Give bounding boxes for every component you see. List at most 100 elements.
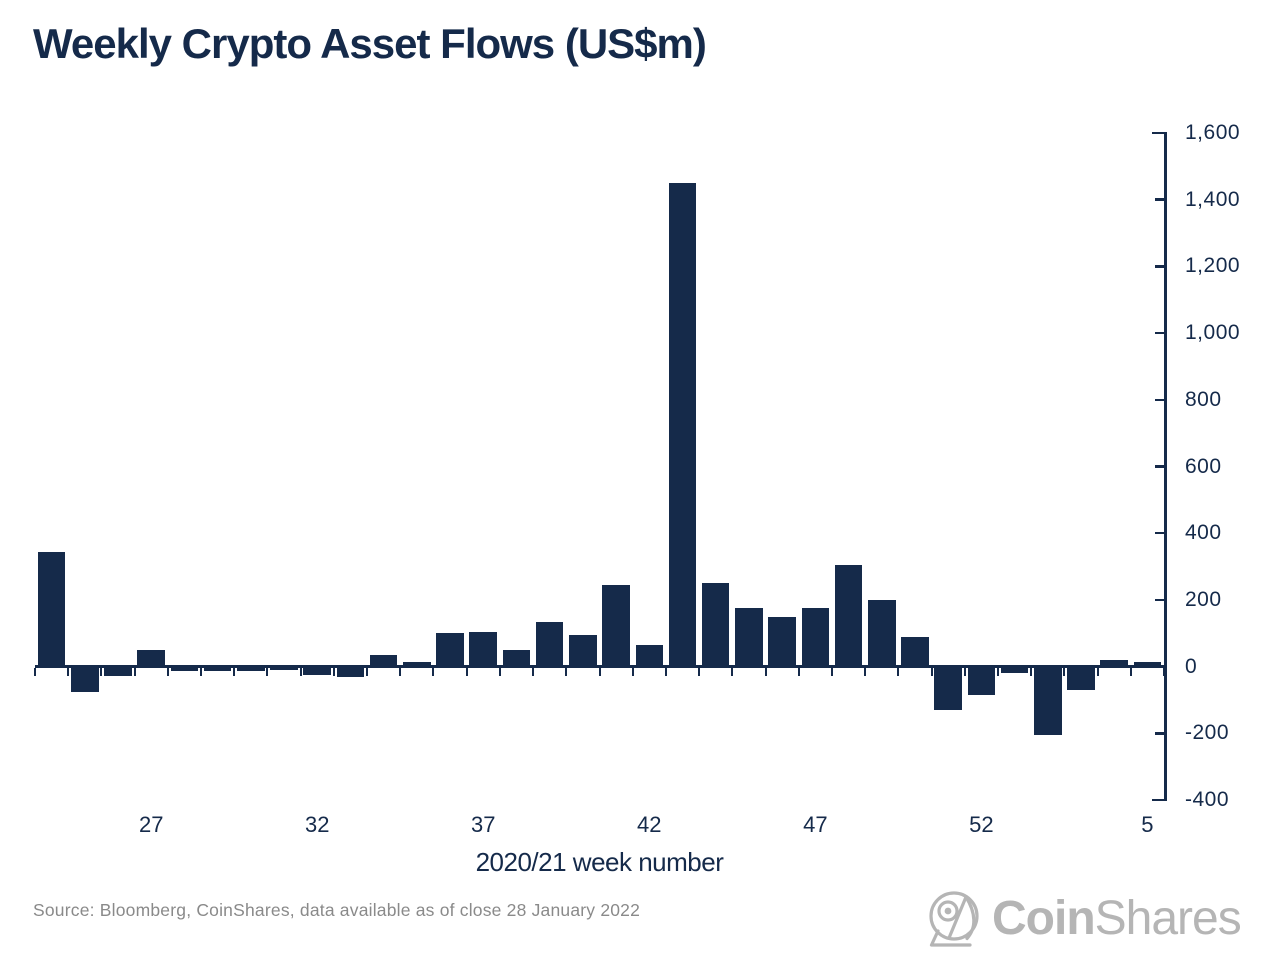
bar-week-25: [71, 666, 99, 692]
bar-week-27: [137, 649, 165, 667]
bar-week-44: [701, 583, 730, 667]
x-axis-tick: [133, 668, 136, 677]
x-axis-tick: [67, 668, 70, 677]
bar-week-32: [303, 666, 332, 675]
x-axis-label-week-5: 5: [1141, 812, 1154, 837]
y-axis-label: 0: [1185, 654, 1198, 678]
y-axis-label: 1,600: [1185, 121, 1241, 144]
y-axis-label: 600: [1185, 454, 1222, 478]
plot-area: [34, 133, 1165, 800]
bar-week-2: [1033, 666, 1062, 735]
x-axis-tick: [166, 668, 169, 677]
x-axis-tick: [1096, 668, 1099, 677]
bar-week-41: [602, 584, 630, 667]
bar-week-35: [403, 661, 431, 667]
y-axis-tick: [1152, 798, 1164, 802]
bar-week-52: [967, 666, 996, 695]
x-axis-tick: [399, 668, 402, 677]
x-axis-label-week-37: 37: [471, 812, 496, 837]
x-axis-tick: [698, 668, 701, 677]
x-axis-tick: [797, 668, 800, 677]
y-axis-tick: [1152, 131, 1164, 135]
x-axis-tick: [34, 668, 36, 677]
bar-week-31: [270, 666, 298, 670]
x-axis-tick: [830, 668, 833, 677]
x-axis-tick: [366, 668, 369, 677]
bar-week-26: [104, 666, 132, 676]
bar-week-43: [668, 183, 697, 667]
y-axis-tick: [1155, 531, 1164, 535]
x-axis-tick: [200, 668, 203, 677]
y-axis-tick: [1155, 465, 1164, 468]
x-axis-tick: [233, 668, 236, 677]
y-axis-tick: [1155, 665, 1164, 668]
x-axis-tick: [963, 668, 966, 677]
y-axis-label: -400: [1185, 788, 1230, 811]
y-axis-tick: [1155, 331, 1164, 335]
bar-week-38: [502, 649, 531, 667]
x-axis-tick: [266, 668, 269, 677]
bar-week-37: [469, 631, 498, 667]
x-axis-tick: [1129, 668, 1132, 677]
x-axis-tick: [299, 668, 302, 677]
x-axis-tick: [465, 668, 468, 677]
bar-week-30: [237, 666, 265, 671]
x-axis-label-week-42: 42: [637, 812, 662, 837]
x-axis-tick: [100, 668, 103, 677]
bar-week-34: [369, 654, 398, 667]
x-axis-tick: [1063, 668, 1066, 677]
bar-week-51: [934, 666, 962, 710]
bar-week-39: [535, 621, 564, 667]
y-axis-label: -200: [1185, 721, 1230, 745]
y-axis-label: 1,000: [1185, 321, 1241, 345]
y-axis-label: 1,200: [1185, 254, 1241, 278]
x-axis-tick: [996, 668, 999, 677]
x-axis-tick: [897, 668, 900, 677]
x-axis-tick: [1030, 668, 1033, 677]
coinshares-logo: CoinShares: [926, 884, 1242, 954]
bar-week-33: [336, 666, 365, 677]
bar-week-50: [901, 636, 929, 667]
y-axis: -400 -200 0 200 400 600 800 1,000 1,200 1,400 1,60…: [1152, 121, 1276, 811]
x-axis-tick: [498, 668, 501, 677]
coinshares-satellite-icon: [929, 891, 979, 947]
x-axis-tick: [664, 668, 667, 677]
bar-week-42: [635, 644, 664, 667]
y-axis-label: 800: [1185, 387, 1222, 411]
y-axis-tick: [1155, 598, 1164, 602]
x-axis-tick: [598, 668, 601, 677]
bar-week-28: [170, 666, 199, 671]
y-axis-label: 200: [1185, 587, 1222, 611]
zero-axis-line: [35, 665, 1164, 669]
y-axis-label: 1,400: [1185, 187, 1241, 211]
bar-week-47: [801, 608, 830, 667]
x-axis-label-week-47: 47: [803, 812, 828, 837]
x-axis-title: 2020/21 week number: [475, 847, 724, 877]
x-axis-tick: [565, 668, 568, 677]
bar-week-1: [1000, 666, 1029, 674]
x-axis-labels: 27 32 37 42 47 52 5: [35, 812, 1164, 840]
y-axis-tick: [1155, 265, 1164, 268]
bar-week-5: [1133, 661, 1162, 667]
bar-week-36: [436, 633, 464, 667]
y-axis-line: [1164, 132, 1167, 801]
x-axis-label-week-27: 27: [138, 812, 164, 837]
x-axis-tick: [631, 668, 634, 677]
bar-week-4: [1100, 659, 1128, 667]
x-axis-tick: [332, 668, 335, 677]
bar-week-24: [37, 551, 66, 667]
x-axis-tick: [864, 668, 867, 677]
x-axis-tick: [764, 668, 767, 677]
bar-week-49: [867, 599, 896, 667]
x-axis-tick: [532, 668, 535, 677]
y-axis-tick: [1155, 198, 1164, 201]
source-note: Source: Bloomberg, CoinShares, data avai…: [33, 900, 641, 920]
y-axis-tick: [1155, 732, 1164, 735]
y-axis-tick: [1155, 398, 1164, 402]
bar-week-48: [834, 564, 863, 667]
bar-week-45: [735, 608, 763, 667]
x-axis-label-week-32: 32: [305, 812, 330, 837]
y-axis-label: 400: [1185, 521, 1222, 545]
coinshares-logo-text: CoinShares: [992, 895, 1242, 943]
